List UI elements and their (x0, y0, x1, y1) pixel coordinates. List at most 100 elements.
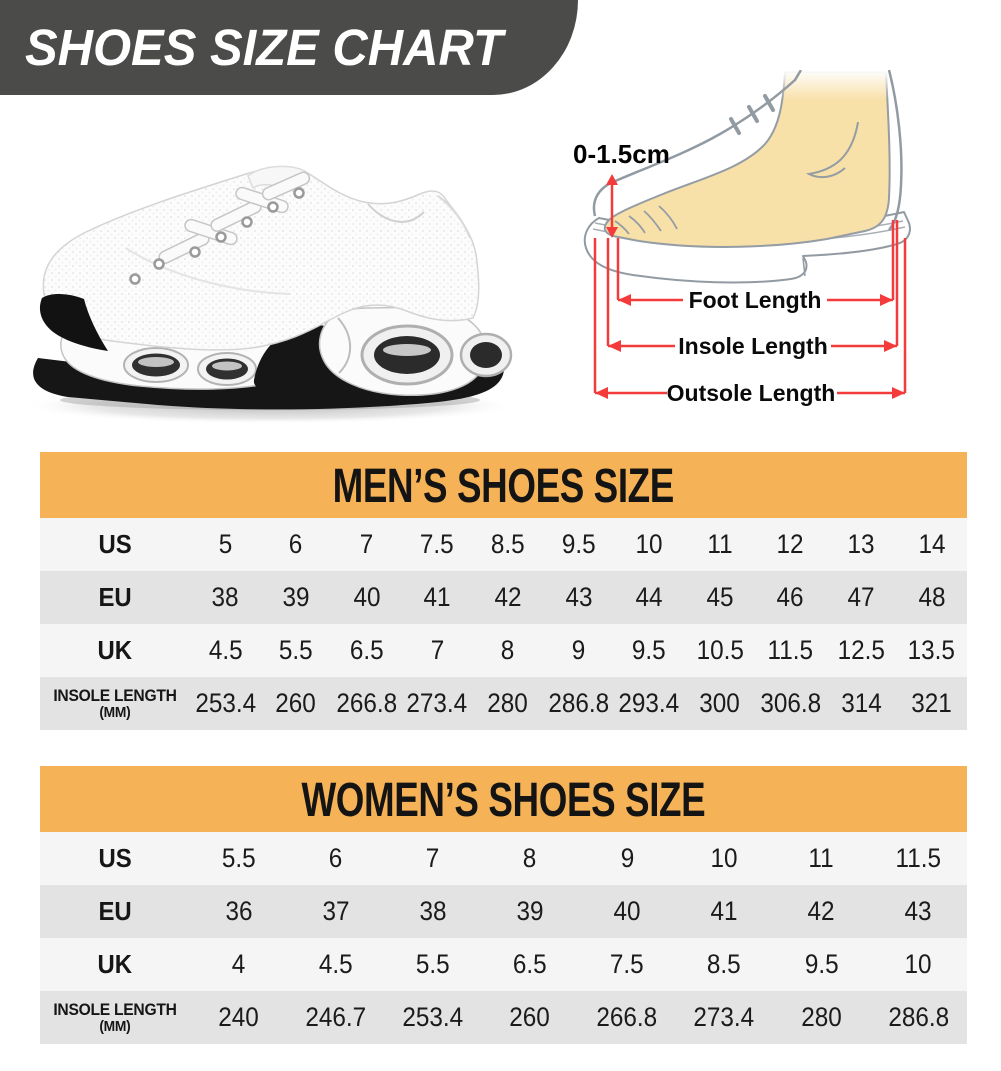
size-cell: 260 (509, 1002, 551, 1032)
table-row-insole-length: INSOLE LENGTH (MM) 240 246.7 253.4 260 266.8 27… (40, 991, 967, 1044)
size-cell: 12 (776, 529, 804, 559)
size-cell: 300 (699, 688, 741, 718)
outsole-length-label: Outsole Length (667, 380, 836, 406)
size-cell: 8 (523, 843, 537, 873)
size-cell: 5.5 (221, 843, 256, 873)
sneaker-illustration (20, 165, 520, 424)
air-bubble-back (459, 332, 513, 378)
size-cell: 13.5 (908, 635, 956, 665)
size-cell: 13 (847, 529, 875, 559)
shoe-heel-edge (887, 70, 903, 231)
size-cell: 7 (426, 843, 440, 873)
size-cell: 8.5 (707, 949, 742, 979)
size-cell: 260 (275, 688, 317, 718)
size-cell: 39 (282, 582, 310, 612)
size-cell: 9.5 (561, 529, 596, 559)
page-title: SHOES SIZE CHART (24, 19, 503, 76)
size-cell: 253.4 (194, 688, 256, 718)
size-cell: 286.8 (888, 1002, 949, 1032)
ankle-line (805, 121, 859, 179)
size-cell: 6.5 (513, 949, 547, 979)
size-cell: 46 (776, 582, 804, 612)
size-cell: 266.8 (336, 688, 398, 718)
size-cell: 41 (423, 582, 451, 612)
row-label: EU (98, 895, 132, 926)
table-row-insole-length: INSOLE LENGTH (MM) 253.4 260 266.8 273.4 280 28… (40, 677, 967, 730)
size-cell: 5.5 (415, 949, 450, 979)
size-cell: 5 (218, 529, 233, 559)
size-cell: 38 (419, 896, 447, 926)
table-row-us: US 5 6 7 7.5 8.5 9.5 10 11 12 13 14 (40, 518, 967, 571)
row-label: UK (97, 634, 133, 665)
size-cell: 11.5 (767, 635, 814, 665)
womens-table-header: WOMEN’S SHOES SIZE (40, 766, 967, 832)
size-cell: 253.4 (402, 1002, 464, 1032)
womens-table-body: US 5.5 6 7 8 9 10 11 11.5 EU 36 37 38 39 40 41 42 43 UK 4 4.… (40, 832, 967, 1044)
eyelets (129, 187, 305, 285)
size-cell: 10.5 (696, 635, 744, 665)
size-cell: 4 (231, 949, 246, 979)
row-label: INSOLE LENGTH (MM) (53, 685, 177, 721)
table-row-uk: UK 4 4.5 5.5 6.5 7.5 8.5 9.5 10 (40, 938, 967, 991)
size-cell: 10 (904, 949, 932, 979)
size-cell: 12.5 (837, 635, 885, 665)
laces (158, 171, 311, 264)
size-cell: 36 (225, 896, 253, 926)
size-cell: 246.7 (305, 1002, 367, 1032)
size-cell: 10 (710, 843, 738, 873)
womens-size-table: WOMEN’S SHOES SIZE US 5.5 6 7 8 9 10 11 11.5 EU 36… (40, 766, 967, 1044)
size-cell: 14 (918, 529, 946, 559)
heel-swoosh-line (337, 317, 352, 374)
size-cell: 5.5 (279, 635, 313, 665)
size-cell: 266.8 (596, 1002, 658, 1032)
size-cell: 306.8 (760, 688, 821, 718)
toe-lines (614, 205, 678, 235)
heel-tab-seam (437, 195, 471, 239)
size-cell: 7.5 (610, 949, 644, 979)
size-cell: 11.5 (895, 843, 942, 873)
size-cell: 45 (706, 582, 734, 612)
size-cell: 47 (847, 582, 875, 612)
row-label: INSOLE LENGTH (MM) (53, 999, 177, 1035)
sneaker-photo (8, 152, 548, 452)
foot-length-label: Foot Length (689, 287, 822, 313)
size-cell: 273.4 (406, 688, 468, 718)
foot-diagram-illustration: 0-1.5cm Foot Length Insole Length Outsol… (573, 70, 911, 406)
mens-table-header: MEN’S SHOES SIZE (40, 452, 967, 518)
size-cell: 6.5 (349, 635, 384, 665)
size-cell: 6 (289, 529, 303, 559)
table-row-us: US 5.5 6 7 8 9 10 11 11.5 (40, 832, 967, 885)
size-cell: 40 (613, 896, 641, 926)
size-cell: 11 (707, 529, 733, 559)
size-cell: 9.5 (632, 635, 667, 665)
table-row-uk: UK 4.5 5.5 6.5 7 8 9 9.5 10.5 11.5 12.5 13.5 (40, 624, 967, 677)
toe-gap-label: 0-1.5cm (573, 139, 670, 169)
size-cell: 8.5 (490, 529, 525, 559)
size-cell: 9.5 (804, 949, 839, 979)
size-cell: 39 (516, 896, 544, 926)
air-bubble-front-2 (197, 352, 257, 386)
size-cell: 9 (571, 635, 586, 665)
foot-measurement-diagram: 0-1.5cm Foot Length Insole Length Outsol… (555, 70, 995, 415)
size-cell: 321 (911, 688, 952, 718)
size-cell: 280 (801, 1002, 842, 1032)
womens-table-title: WOMEN’S SHOES SIZE (301, 771, 706, 827)
mens-table-title: MEN’S SHOES SIZE (332, 457, 675, 513)
size-cell: 9 (620, 843, 634, 873)
lace-marks (729, 94, 775, 135)
size-cell: 41 (710, 896, 738, 926)
size-cell: 42 (494, 582, 522, 612)
size-cell: 314 (840, 688, 882, 718)
row-label: UK (97, 948, 133, 979)
size-cell: 8 (501, 635, 515, 665)
table-row-eu: EU 38 39 40 41 42 43 44 45 46 47 48 (40, 571, 967, 624)
arrow-heads (595, 174, 905, 399)
insole-length-label: Insole Length (678, 333, 828, 359)
size-cell: 240 (218, 1002, 259, 1032)
size-cell: 4.5 (208, 635, 243, 665)
size-cell: 7 (430, 635, 444, 665)
leg-fade (775, 70, 893, 100)
toe-accent (39, 293, 108, 351)
size-cell: 286.8 (548, 688, 609, 718)
